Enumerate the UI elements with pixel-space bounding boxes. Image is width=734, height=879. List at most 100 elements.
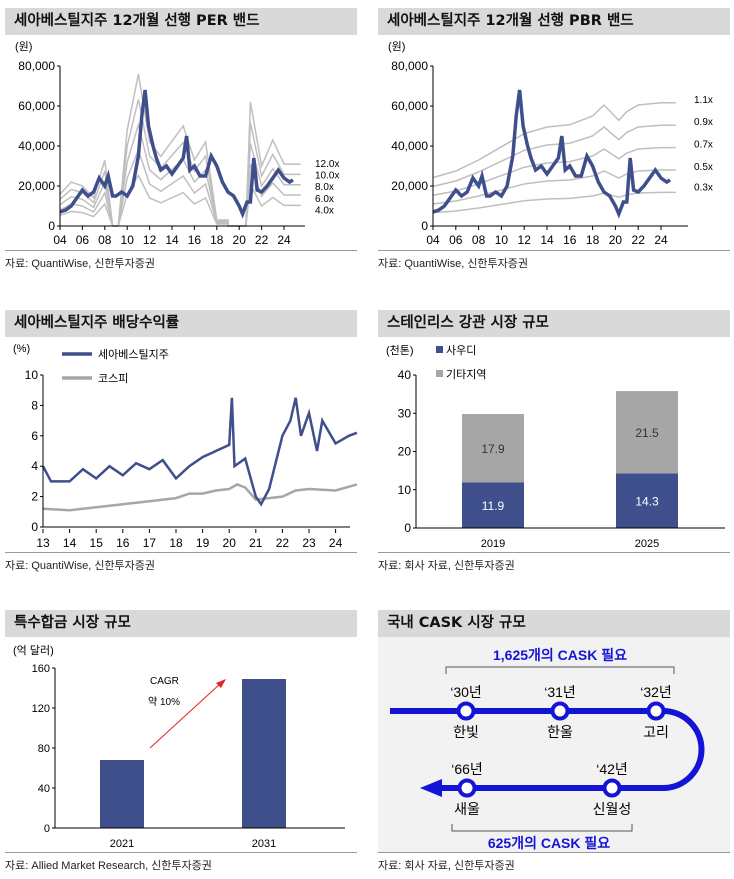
y-tick-label: 10 <box>25 368 39 382</box>
source-note: 자료: QuantiWise, 신한투자증권 <box>5 552 357 573</box>
legend-swatch <box>436 346 443 353</box>
cagr-arrow <box>149 682 222 749</box>
y-tick-label: 20,000 <box>18 179 55 193</box>
y-tick-label: 0 <box>421 219 428 233</box>
y-tick-label: 40 <box>398 368 412 382</box>
station-year: ‘32년 <box>640 684 672 700</box>
cagr-value: 약 10% <box>148 696 180 708</box>
x-tick-label: 22 <box>255 233 269 247</box>
x-tick-label: 22 <box>276 536 290 550</box>
y-tick-label: 40,000 <box>391 139 428 153</box>
y-tick-label: 30 <box>398 406 412 420</box>
x-tick-label: 24 <box>654 233 668 247</box>
y-tick-label: 0 <box>31 520 38 534</box>
dividend-panel: 세아베스틸지주 배당수익률 (%) 세아베스틸지주 코스피 0 2 4 6 8 10 13 14 15… <box>5 310 358 575</box>
arrow-head-icon <box>216 679 226 688</box>
station-year: ‘66년 <box>451 761 483 777</box>
x-tick-label: 18 <box>210 233 224 247</box>
y-tick-label: 6 <box>31 429 38 443</box>
cagr-label: CAGR <box>150 676 179 687</box>
x-tick-label: 19 <box>196 536 210 550</box>
y-tick-label: 120 <box>32 703 50 715</box>
band-label: 1.1x <box>694 95 713 106</box>
unit-label: (원) <box>388 40 405 53</box>
panel-title: 세아베스틸지주 배당수익률 <box>5 310 357 337</box>
data-label: 17.9 <box>481 442 505 456</box>
panel-title: 세아베스틸지주 12개월 선행 PBR 밴드 <box>378 8 730 35</box>
pbr-band-chart: (원) 1.1x 0.9x 0.7x 0.5x 0.3x 0 20,000 40,000 60,0… <box>388 40 713 247</box>
series-line-1 <box>42 483 358 512</box>
y-tick-label: 60,000 <box>391 99 428 113</box>
legend-label: 사우디 <box>446 344 476 357</box>
station-year: ‘42년 <box>596 761 628 777</box>
x-tick-label: 15 <box>90 536 104 550</box>
station-marker <box>646 701 666 721</box>
panel-title: 스테인리스 강관 시장 규모 <box>378 310 730 337</box>
series-line-0 <box>41 397 358 507</box>
x-tick-label: 04 <box>426 233 440 247</box>
legend-label: 코스피 <box>98 372 128 385</box>
x-tick-label: 04 <box>53 233 67 247</box>
y-tick-label: 8 <box>31 398 38 412</box>
x-tick-label: 16 <box>116 536 130 550</box>
x-tick-label: 06 <box>449 233 463 247</box>
x-tick-label: 14 <box>540 233 554 247</box>
band-label: 4.0x <box>315 205 334 216</box>
x-tick-label: 18 <box>169 536 183 550</box>
bottom-bracket <box>451 824 633 832</box>
diagram-background <box>378 637 730 852</box>
x-tick-label: 20 <box>223 536 237 550</box>
bar <box>100 760 144 828</box>
y-tick-label: 80 <box>38 743 50 755</box>
station-marker <box>602 778 622 798</box>
unit-label: (천톤) <box>386 343 414 357</box>
x-tick-label: 13 <box>36 536 50 550</box>
y-tick-label: 80,000 <box>18 59 55 73</box>
band-line-1.1x <box>432 102 676 179</box>
x-tick-label: 08 <box>98 233 112 247</box>
band-line-8.0x <box>59 121 301 227</box>
x-tick-label: 2019 <box>481 538 505 550</box>
band-label: 12.0x <box>315 159 339 170</box>
cask-panel: 국내 CASK 시장 규모 1,625개의 CASK 필요 ‘30년 한빛 ‘31년 한… <box>378 610 730 875</box>
band-line-0.5x <box>432 169 676 205</box>
alloy-panel: 특수합금 시장 규모 (억 달러) 2021 2031 0 40 80 120 160 CAGR… <box>5 610 357 875</box>
y-tick-label: 10 <box>398 483 412 497</box>
y-tick-label: 40,000 <box>18 139 55 153</box>
band-line-0.3x <box>432 191 676 214</box>
band-label: 0.7x <box>694 140 713 151</box>
station-name: 한울 <box>547 724 573 740</box>
band-label: 0.9x <box>694 117 713 128</box>
panel-title: 세아베스틸지주 12개월 선행 PER 밴드 <box>5 8 357 35</box>
bottom-note: 625개의 CASK 필요 <box>488 835 610 851</box>
station-name: 새울 <box>454 801 480 817</box>
band-label: 0.5x <box>694 162 713 173</box>
pbr-band-panel: 세아베스틸지주 12개월 선행 PBR 밴드 (원) 1.1x 0.9x 0.7x 0.… <box>378 8 730 273</box>
arrow-left-icon <box>420 779 442 797</box>
x-tick-label: 20 <box>233 233 247 247</box>
x-tick-label: 2021 <box>110 838 134 850</box>
station-year: ‘30년 <box>450 684 482 700</box>
x-tick-label: 10 <box>495 233 509 247</box>
unit-label: (%) <box>13 343 30 355</box>
source-note: 자료: QuantiWise, 신한투자증권 <box>5 250 357 271</box>
bar <box>242 679 286 828</box>
x-tick-label: 12 <box>518 233 532 247</box>
data-label: 21.5 <box>635 426 659 440</box>
source-note: 자료: 회사 자료, 신한투자증권 <box>378 552 730 573</box>
x-tick-label: 2031 <box>252 838 276 850</box>
panel-title: 특수합금 시장 규모 <box>5 610 357 637</box>
data-label: 14.3 <box>635 495 659 509</box>
x-tick-label: 14 <box>63 536 77 550</box>
band-label: 8.0x <box>315 182 334 193</box>
x-tick-label: 24 <box>329 536 343 550</box>
x-tick-label: 22 <box>632 233 646 247</box>
y-tick-label: 40 <box>38 783 50 795</box>
station-marker <box>550 701 570 721</box>
y-tick-label: 80,000 <box>391 59 428 73</box>
source-note: 자료: Allied Market Research, 신한투자증권 <box>5 852 357 873</box>
